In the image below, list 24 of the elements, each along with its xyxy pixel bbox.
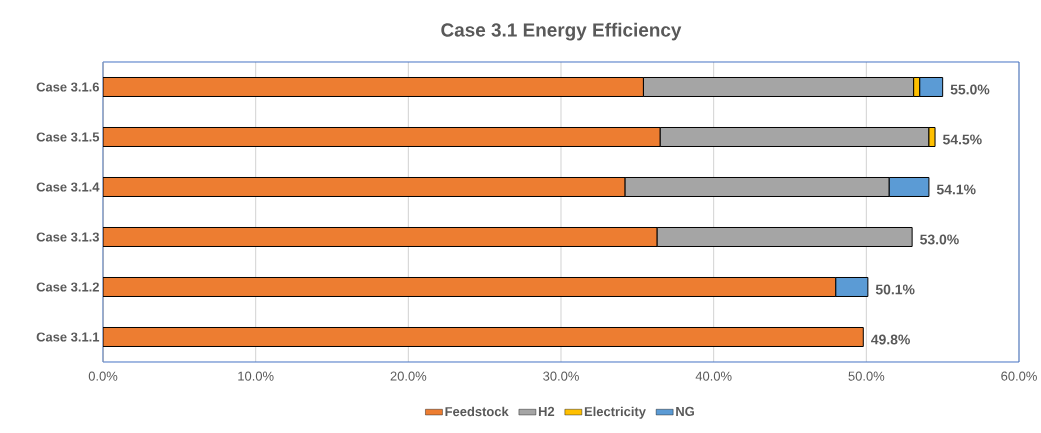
- x-tick-label: 40.0%: [695, 371, 732, 381]
- x-tick-label: 0.0%: [88, 371, 118, 381]
- total-label: 55.0%: [950, 84, 990, 95]
- legend-label: NG: [676, 406, 694, 417]
- y-tick-label: Case 3.1.5: [36, 132, 100, 142]
- y-tick-label: Case 3.1.6: [36, 82, 99, 92]
- x-tick-label: 50.0%: [848, 371, 885, 381]
- legend-label: Electricity: [584, 406, 646, 419]
- x-tick-label: 10.0%: [238, 371, 274, 381]
- total-label: 54.1%: [936, 184, 976, 195]
- total-label: 50.1%: [875, 284, 915, 295]
- x-tick-label: 30.0%: [543, 371, 579, 381]
- total-label: 54.5%: [942, 134, 982, 145]
- x-tick-label: 60.0%: [1001, 371, 1037, 381]
- y-tick-label: Case 3.1.1: [36, 332, 100, 342]
- y-tick-label: Case 3.1.4: [36, 182, 100, 192]
- legend-label: Feedstock: [445, 406, 509, 417]
- legend-label: H2: [538, 406, 555, 416]
- total-label: 49.8%: [871, 334, 910, 345]
- chart-title: Case 3.1 Energy Efficiency: [441, 22, 682, 41]
- total-label: 53.0%: [920, 234, 959, 245]
- y-tick-label: Case 3.1.3: [36, 232, 99, 242]
- y-tick-label: Case 3.1.2: [36, 282, 99, 292]
- x-tick-label: 20.0%: [390, 371, 427, 381]
